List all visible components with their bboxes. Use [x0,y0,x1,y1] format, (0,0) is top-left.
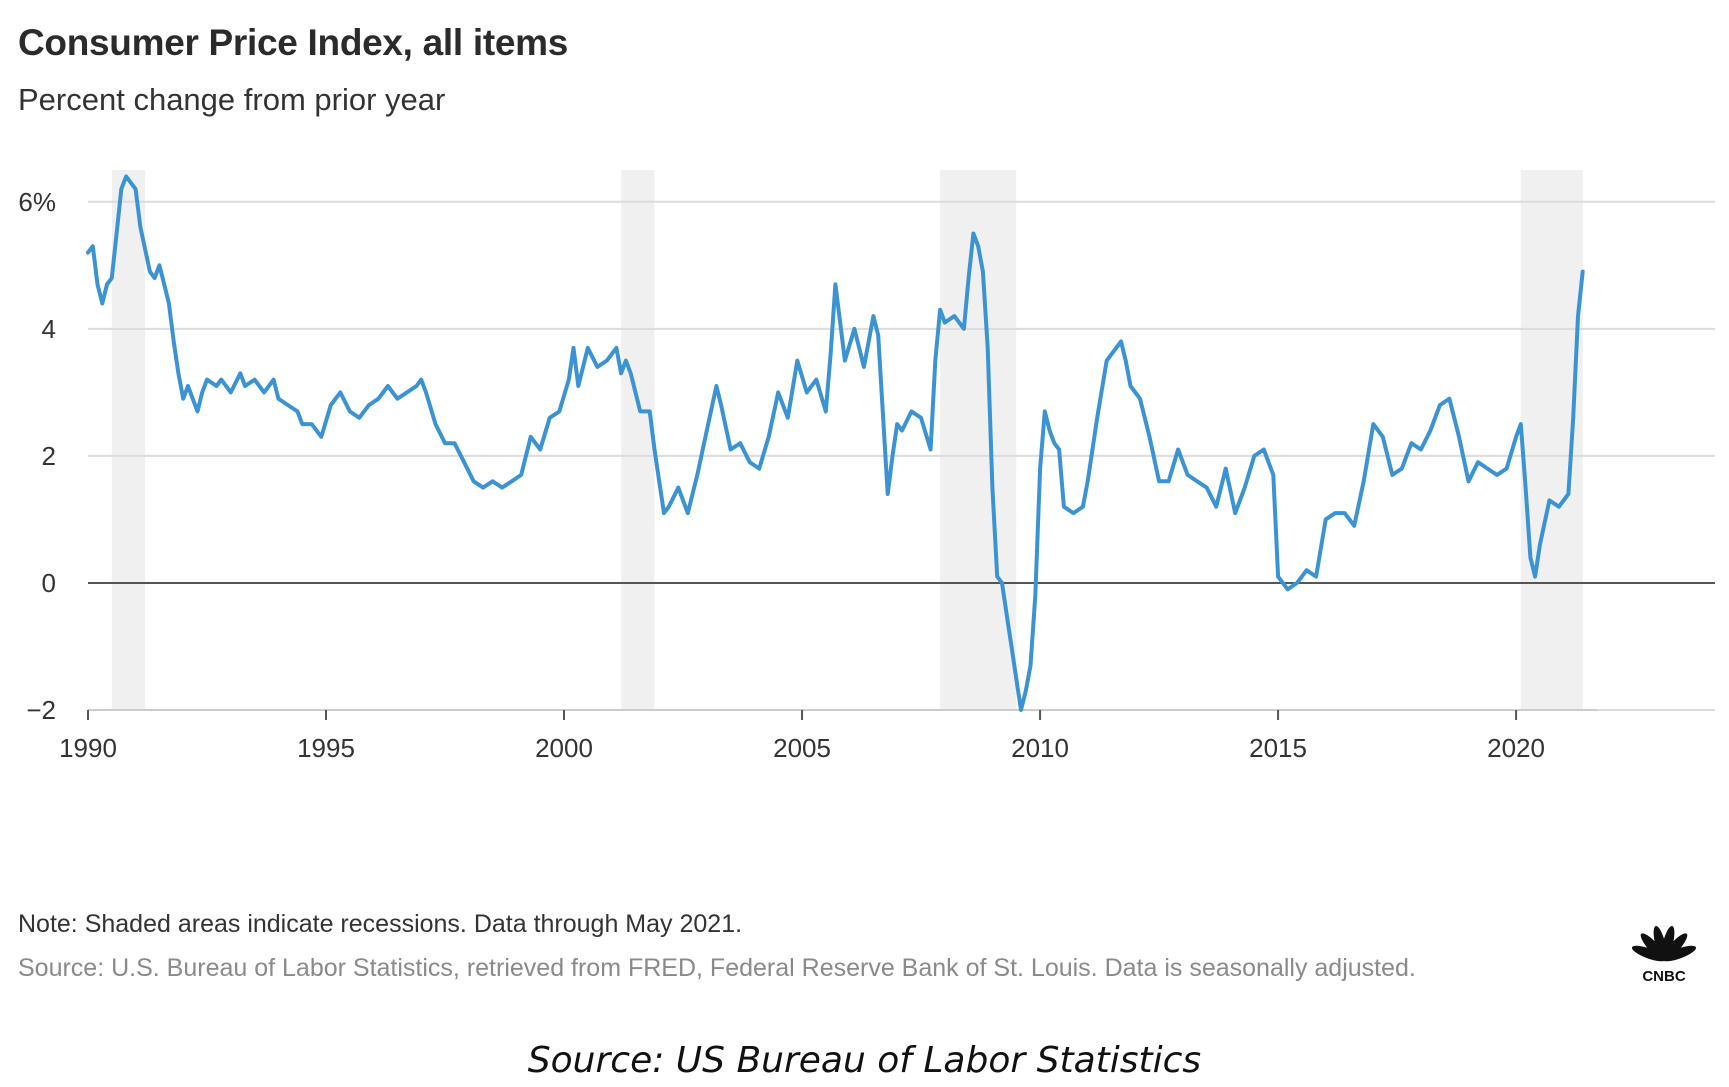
x-tick-label: 2000 [535,733,593,763]
chart-source: Source: U.S. Bureau of Labor Statistics,… [18,954,1416,982]
series-line-0 [86,174,1585,712]
y-tick-label: 0 [42,568,56,598]
chart-note: Note: Shaded areas indicate recessions. … [18,910,743,938]
image-caption: Source: US Bureau of Labor Statistics [527,1040,1202,1081]
y-tick-label: −2 [26,695,56,725]
chart-subtitle: Percent change from prior year [18,82,446,117]
chart-title: Consumer Price Index, all items [18,22,569,63]
x-tick-label: 2015 [1249,733,1307,763]
recession-band-0 [111,170,146,710]
axes [87,581,1715,720]
x-tick-label: 1995 [297,733,355,763]
x-tick-label: 2010 [1011,733,1069,763]
cnbc-logo: CNBC [1631,925,1697,985]
y-tick-label: 2 [42,441,56,471]
recession-shading [111,170,1583,710]
grid-lines [88,200,1715,711]
y-tick-label: 4 [42,314,56,344]
cnbc-logo-text: CNBC [1642,968,1685,985]
x-tick-label: 2005 [773,733,831,763]
x-tick-label: 1990 [59,733,117,763]
series-layer [86,174,1585,712]
recession-band-1 [621,170,655,710]
recession-band-2 [940,170,1017,710]
x-tick-label: 2020 [1487,733,1545,763]
y-tick-label: 6% [18,187,56,217]
